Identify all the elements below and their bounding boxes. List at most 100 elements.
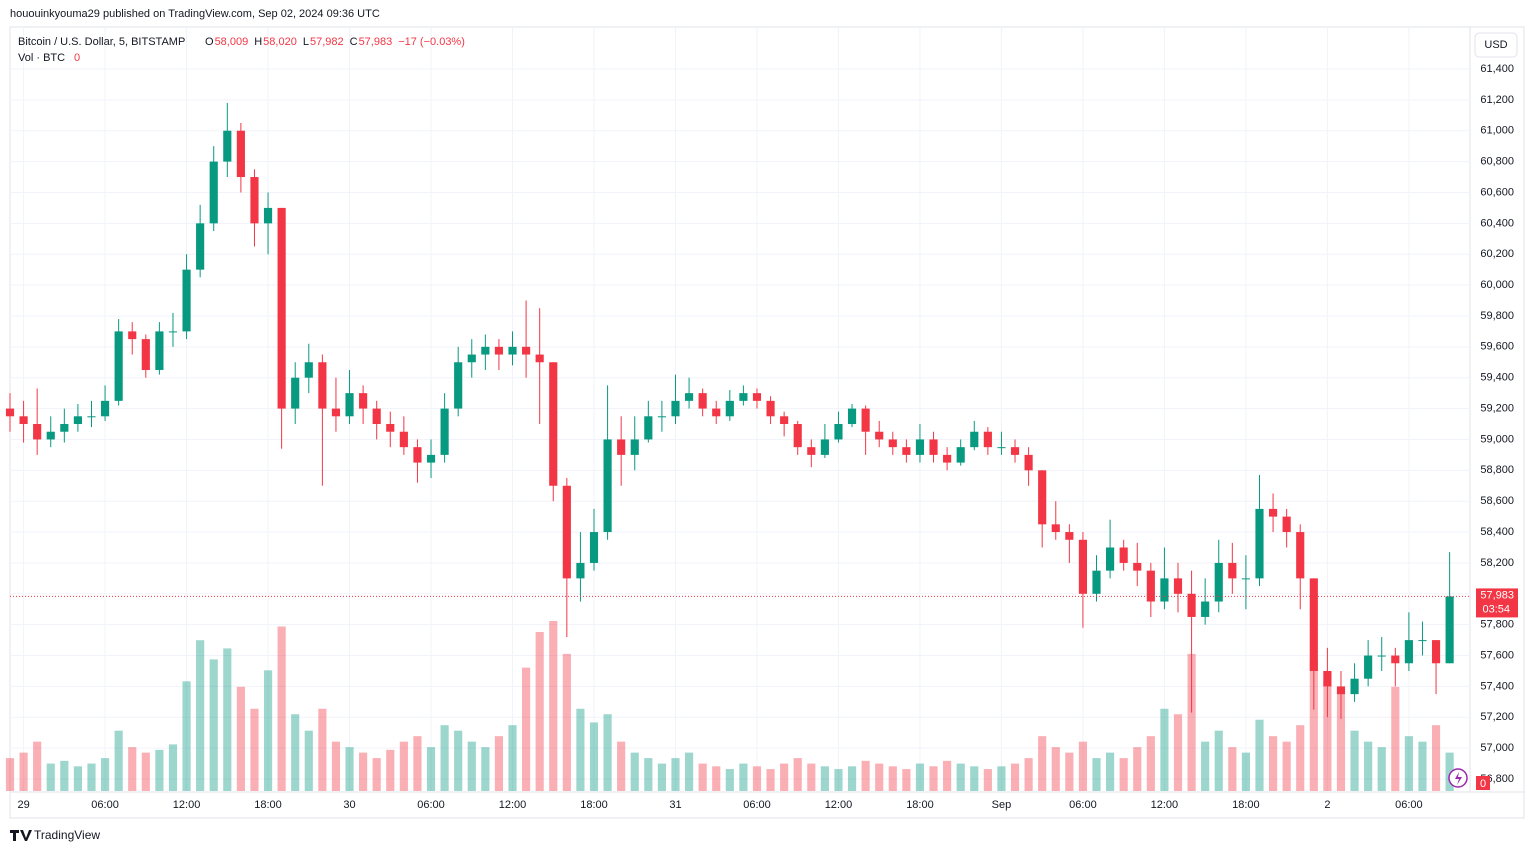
volume-bar — [1404, 736, 1413, 791]
volume-bar — [1445, 752, 1454, 791]
candle-body — [834, 424, 843, 440]
y-tick-label: 59,800 — [1480, 310, 1514, 322]
volume-bar — [739, 763, 748, 791]
volume-bar — [508, 725, 517, 791]
volume-bar — [291, 714, 300, 791]
volume-bar — [752, 766, 762, 791]
candle-body — [671, 400, 680, 417]
candle-body — [1010, 447, 1020, 455]
y-tick-label: 61,000 — [1480, 125, 1514, 137]
candle-body — [196, 223, 205, 270]
publisher: hououinkyouma29 published on TradingView… — [10, 8, 380, 20]
candle-body — [277, 207, 286, 409]
volume-bar — [997, 766, 1006, 791]
candle-body — [155, 331, 164, 370]
candle-body — [1282, 516, 1291, 533]
volume-legend: Vol · BTC — [18, 52, 65, 64]
candle-body — [372, 408, 381, 425]
candle-body — [331, 408, 341, 417]
candle-body — [1309, 578, 1318, 671]
candle-body — [1201, 601, 1210, 617]
candle-body — [128, 331, 137, 340]
candle-body — [182, 269, 191, 332]
y-tick-label: 61,200 — [1480, 94, 1514, 106]
candle-body — [141, 339, 150, 370]
volume-bar — [1364, 741, 1373, 791]
candle-body — [549, 362, 558, 486]
candle-body — [1445, 596, 1454, 664]
volume-axis-value: 0 — [1480, 778, 1486, 790]
volume-bar — [1065, 752, 1074, 791]
candle-body — [644, 416, 653, 440]
volume-bar — [603, 714, 612, 791]
x-tick-label: 06:00 — [417, 799, 445, 811]
candle-body — [1418, 640, 1427, 642]
candle-body — [657, 416, 666, 418]
candle-body — [712, 408, 721, 417]
candle-body — [359, 393, 368, 409]
volume-bar — [46, 763, 55, 791]
candle-body — [318, 362, 327, 409]
candle-body — [780, 416, 789, 425]
candle-body — [1391, 655, 1400, 664]
brand: TradingView — [34, 828, 100, 842]
candle-body — [1364, 655, 1373, 679]
candle-body — [494, 346, 504, 355]
candle-body — [46, 431, 55, 440]
volume-bar — [657, 763, 666, 791]
volume-bar — [223, 648, 232, 791]
volume-bar — [888, 766, 897, 791]
x-tick-label: 31 — [669, 799, 681, 811]
y-tick-label: 58,400 — [1480, 526, 1514, 538]
candle-body — [807, 447, 816, 455]
candle-body — [1038, 470, 1047, 525]
volume-bar — [33, 741, 42, 791]
candle-body — [1173, 578, 1183, 594]
candle-body — [576, 562, 585, 579]
candle-body — [793, 424, 802, 448]
last-price-label: 57,983 — [1480, 589, 1514, 601]
volume-bar — [1296, 725, 1305, 791]
ohlc-value: 57,982 — [310, 36, 344, 48]
candle-body — [236, 130, 245, 178]
volume-bar — [277, 626, 286, 791]
volume-bar — [1309, 659, 1318, 791]
volume-bar — [1024, 758, 1033, 791]
volume-bar — [793, 758, 802, 791]
candle-body — [535, 354, 544, 363]
candle-body — [943, 454, 952, 463]
volume-bar — [19, 752, 28, 791]
volume-bar — [481, 747, 490, 791]
candle-body — [522, 346, 531, 355]
volume-bar — [929, 766, 938, 791]
candle-body — [970, 431, 979, 448]
volume-bar — [712, 766, 721, 791]
volume-axis-box — [1476, 776, 1490, 790]
volume-bar — [250, 708, 259, 791]
candle-body — [1255, 508, 1264, 579]
volume-bar — [766, 769, 775, 791]
x-tick-label: 29 — [17, 799, 29, 811]
candle-body — [345, 393, 354, 417]
y-tick-label: 60,600 — [1480, 186, 1514, 198]
candle-body — [915, 439, 925, 455]
volume-value: 0 — [74, 52, 80, 64]
ohlc-value: 58,009 — [215, 36, 249, 48]
currency-button[interactable] — [1474, 32, 1518, 58]
candle-body — [291, 377, 300, 409]
volume-bar — [345, 747, 354, 791]
x-tick-label: 12:00 — [1151, 799, 1179, 811]
volume-bar — [576, 708, 585, 791]
candle-body — [1065, 532, 1074, 540]
volume-bar — [413, 736, 422, 791]
volume-bar — [807, 763, 816, 791]
y-tick-label: 60,200 — [1480, 248, 1514, 260]
x-tick-label: 12:00 — [173, 799, 201, 811]
volume-bar — [943, 760, 952, 791]
ohlc-key: L — [303, 36, 309, 48]
volume-bar — [1092, 758, 1101, 791]
x-tick-label: 06:00 — [1395, 799, 1423, 811]
candle-body — [223, 130, 232, 162]
candle-body — [888, 439, 897, 448]
volume-bar — [372, 758, 381, 791]
